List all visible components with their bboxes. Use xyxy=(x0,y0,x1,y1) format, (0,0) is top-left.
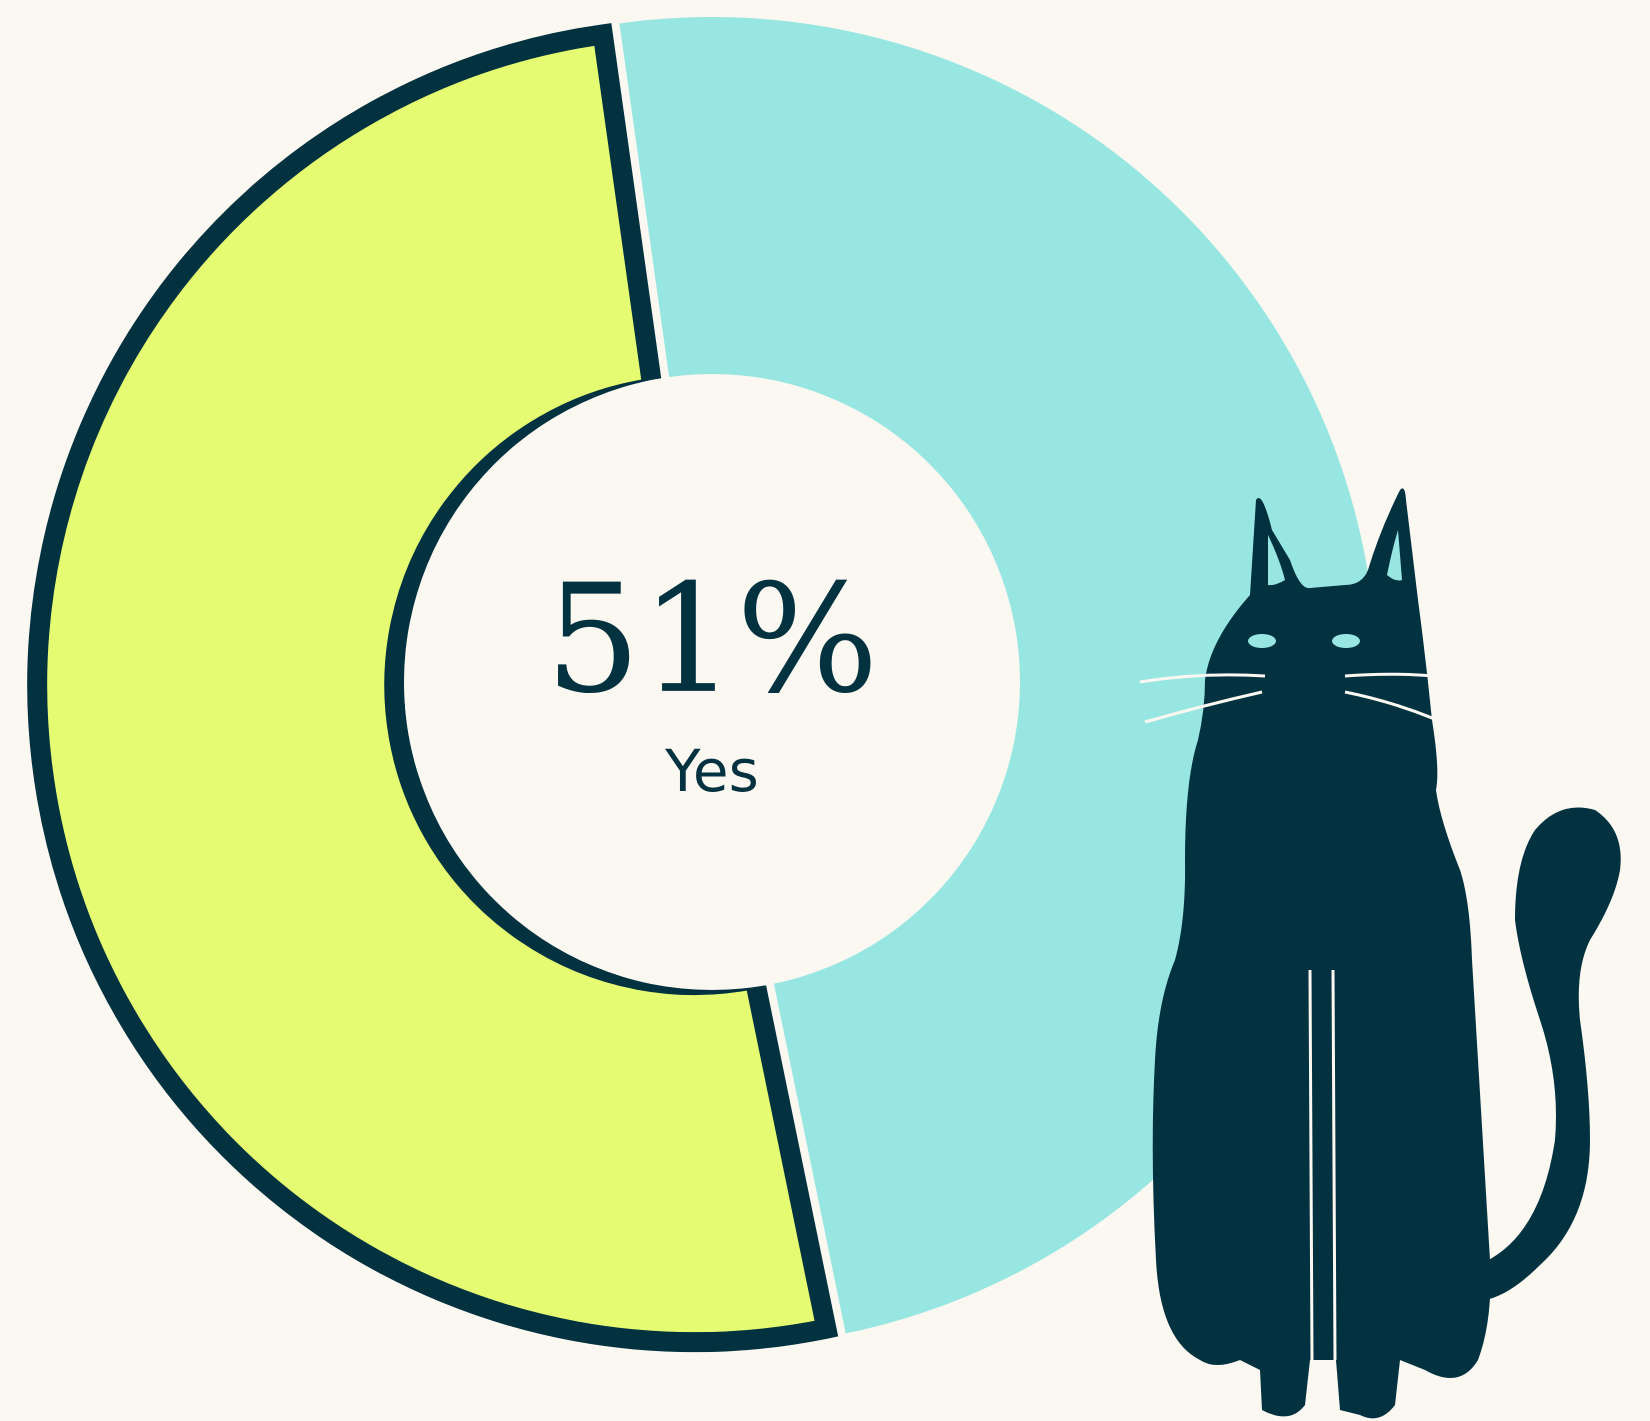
cat-whiskers xyxy=(1139,672,1491,1361)
slice xyxy=(27,23,839,1353)
cat-illustration xyxy=(1152,488,1621,1419)
cat-face xyxy=(1248,530,1402,648)
center-label: Yes xyxy=(664,737,759,805)
donut-hole xyxy=(404,374,1020,990)
center-value: 51% xyxy=(545,553,878,727)
